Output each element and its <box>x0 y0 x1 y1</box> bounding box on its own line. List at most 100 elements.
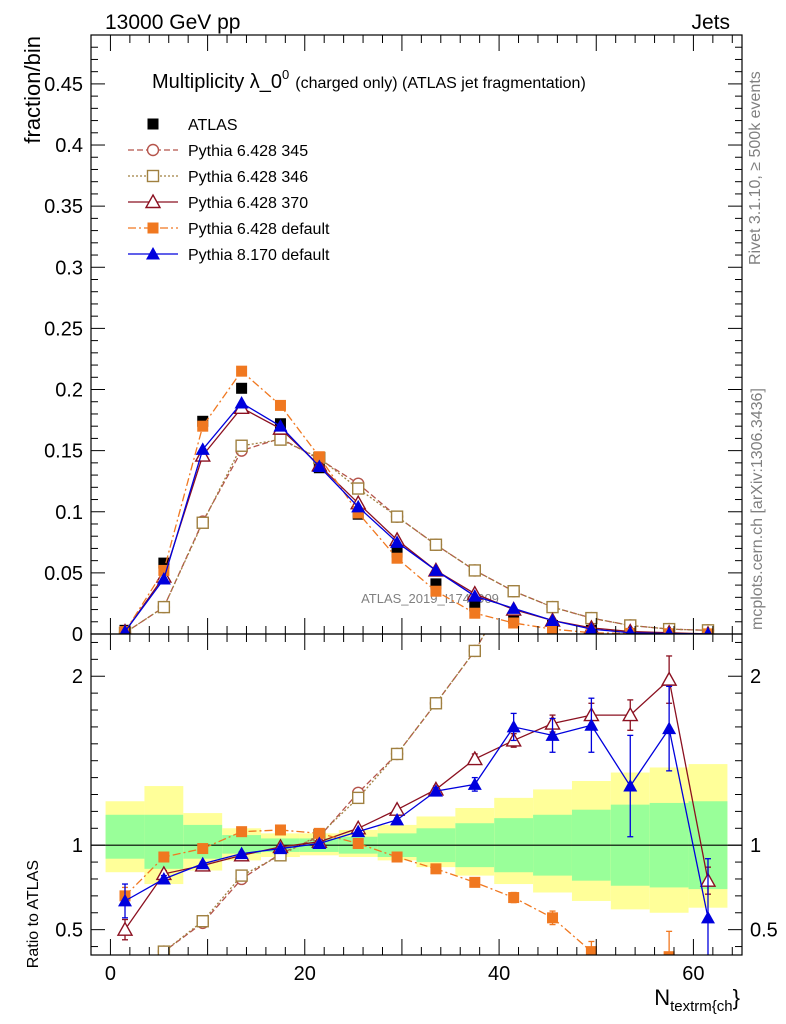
top-ytick-label: 0 <box>72 624 83 646</box>
ratio-point-pythia-6-428-default <box>274 824 286 836</box>
ratio-point-pythia-6-428-346 <box>390 747 404 761</box>
top-ytick-label: 0.4 <box>55 135 83 157</box>
point-pythia-8-170-default <box>351 499 366 513</box>
ratio-line-pythia-6-428-346 <box>158 634 486 955</box>
point-pythia-6-428-default <box>236 365 248 377</box>
ratio-point-pythia-6-428-default <box>585 946 597 955</box>
point-atlas <box>158 557 170 569</box>
point-pythia-8-170-default <box>664 626 674 634</box>
point-pythia-8-170-default <box>467 589 482 602</box>
top-ytick-label: 0.25 <box>44 318 83 340</box>
top-ytick-label: 0.1 <box>55 502 83 524</box>
point-pythia-8-170-default <box>428 563 443 576</box>
xtick-label: 0 <box>105 963 116 985</box>
ratio-band-green <box>105 814 145 859</box>
ratio-point-pythia-6-428-346 <box>196 915 209 928</box>
series-line-pythia-6-428-346 <box>124 438 709 634</box>
ratio-point-pythia-6-428-345 <box>702 164 713 175</box>
ratio-point-pythia-6-428-346 <box>547 502 558 513</box>
ratio-point-pythia-6-428-345 <box>547 502 558 513</box>
legend-label-pythia-6-428-346: Pythia 6.428 346 <box>188 169 308 186</box>
point-pythia-6-428-346 <box>546 600 559 614</box>
point-pythia-6-428-default <box>547 623 559 634</box>
mcplots-label: mcplots.cern.ch [arXiv:1306.3436] <box>749 388 766 630</box>
plot-title-sup: 0 <box>282 67 289 82</box>
ratio-point-pythia-6-428-default <box>430 863 442 875</box>
ratio-ytick-label-left: 1 <box>72 835 83 857</box>
ratio-point-pythia-6-428-default <box>663 951 675 955</box>
point-pythia-6-428-default <box>158 564 170 576</box>
ratio-ytick-label-left: 0.5 <box>55 920 83 942</box>
point-pythia-6-428-default <box>469 607 481 619</box>
legend-label-pythia-6-428-370: Pythia 6.428 370 <box>188 195 308 212</box>
header-jets: Jets <box>691 11 730 34</box>
xlabel-main: N <box>654 985 670 1010</box>
plot-title-tail: (charged only) (ATLAS jet fragmentation) <box>295 75 586 92</box>
point-pythia-6-428-default <box>197 420 209 432</box>
legend-label-atlas: ATLAS <box>188 117 238 134</box>
point-pythia-8-170-default <box>156 571 171 585</box>
ratio-line-pythia-6-428-370 <box>124 678 709 931</box>
ratio-point-pythia-6-428-345 <box>586 417 597 428</box>
point-pythia-6-428-346 <box>507 585 520 598</box>
legend-marker-pythia-8-170-default <box>146 247 160 260</box>
top-ytick-label: 0.3 <box>55 257 83 279</box>
ratio-point-pythia-6-428-345 <box>664 248 675 259</box>
ratio-point-pythia-8-170-default <box>118 893 133 907</box>
series-line-pythia-6-428-370 <box>124 407 709 634</box>
xlabel-sub: textrm{ch <box>670 998 733 1015</box>
rivet-label: Rivet 3.1.10, ≥ 500k events <box>747 71 764 265</box>
ratio-point-pythia-6-428-346 <box>235 869 248 882</box>
point-pythia-8-170-default <box>390 535 405 548</box>
point-pythia-6-428-default <box>313 451 325 463</box>
ratio-point-pythia-8-170-default <box>312 836 327 849</box>
ratio-point-pythia-8-170-default <box>156 871 171 885</box>
ratio-ytick-label-right: 2 <box>750 666 761 688</box>
ratio-point-pythia-8-170-default <box>700 910 715 924</box>
ratio-point-pythia-6-428-345 <box>625 333 636 344</box>
point-pythia-6-428-346 <box>196 516 209 529</box>
ratio-point-pythia-6-428-370 <box>622 706 639 722</box>
ratio-point-pythia-6-428-default <box>508 892 520 904</box>
ratio-xlabel: Ntextrm{ch} <box>654 985 740 1015</box>
legend-marker-pythia-6-428-370 <box>144 193 162 209</box>
header-energy: 13000 GeV pp <box>105 11 240 34</box>
ratio-point-pythia-8-170-default <box>545 728 560 741</box>
point-atlas <box>391 546 403 558</box>
point-pythia-6-428-346 <box>468 564 481 577</box>
point-pythia-8-170-default <box>195 442 210 455</box>
ratio-point-pythia-8-170-default <box>467 777 482 790</box>
top-ytick-label: 0.2 <box>55 380 83 402</box>
ratio-point-pythia-6-428-default <box>547 912 559 924</box>
ratio-point-pythia-6-428-370 <box>116 921 134 936</box>
ratio-point-pythia-6-428-346 <box>468 644 481 658</box>
point-pythia-6-428-default <box>430 585 442 597</box>
ratio-band-green <box>222 835 262 854</box>
point-atlas <box>430 578 442 590</box>
ratio-point-pythia-6-428-default <box>313 827 325 839</box>
top-ytick-label: 0.35 <box>44 196 83 218</box>
xtick-label: 20 <box>294 963 316 985</box>
point-pythia-6-428-346 <box>157 600 171 614</box>
point-pythia-8-170-default <box>312 459 327 473</box>
point-atlas <box>469 600 481 612</box>
top-ytick-label: 0.05 <box>44 563 83 585</box>
ratio-point-pythia-6-428-default <box>158 851 170 863</box>
top-ytick-label: 0.15 <box>44 441 83 463</box>
ratio-point-pythia-8-170-default <box>273 841 288 855</box>
ratio-point-pythia-6-428-default <box>469 876 481 888</box>
point-pythia-6-428-default <box>508 617 520 629</box>
legend-label-pythia-6-428-345: Pythia 6.428 345 <box>188 143 308 160</box>
point-pythia-6-428-346 <box>235 439 248 452</box>
ratio-point-pythia-8-170-default <box>351 824 366 838</box>
ratio-line-pythia-8-170-default <box>124 724 709 918</box>
ratio-point-pythia-6-428-345 <box>120 975 131 986</box>
ratio-point-pythia-6-428-370 <box>466 750 483 766</box>
point-pythia-8-170-default <box>545 613 560 627</box>
legend-marker-pythia-6-428-default <box>147 222 159 234</box>
ratio-point-pythia-6-428-346 <box>352 791 365 805</box>
ratio-point-pythia-8-170-default <box>234 846 249 860</box>
point-pythia-6-428-346 <box>274 433 287 446</box>
ratio-point-pythia-6-428-default <box>391 851 403 863</box>
